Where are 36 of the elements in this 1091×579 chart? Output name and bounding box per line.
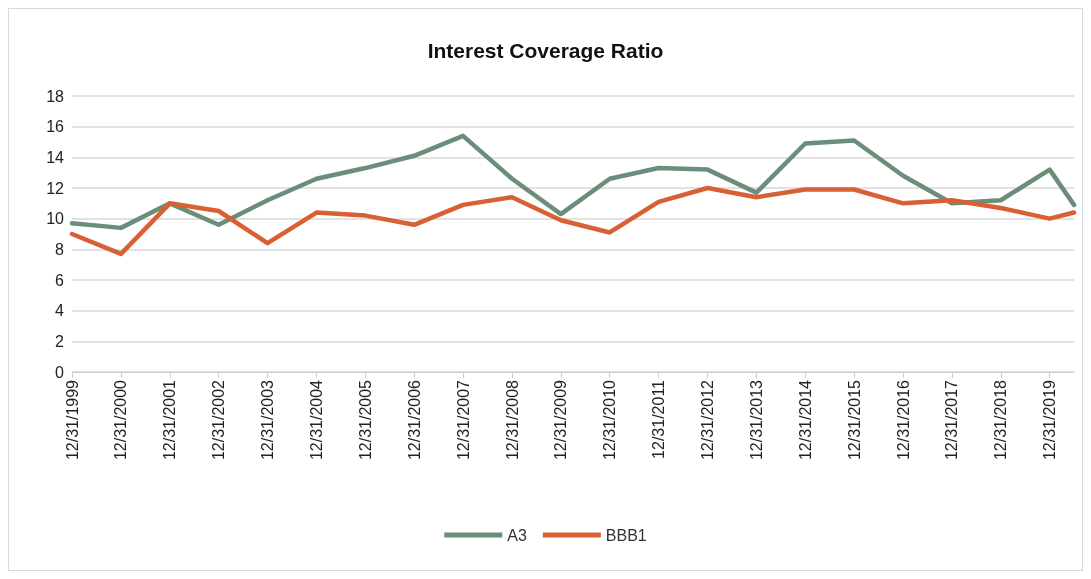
chart-title: Interest Coverage Ratio bbox=[427, 39, 664, 62]
y-tick-label: 8 bbox=[55, 240, 65, 258]
x-tick-label: 12/31/2016 bbox=[894, 379, 912, 461]
x-tick-label: 12/31/2001 bbox=[161, 379, 179, 461]
x-tick-label: 12/31/2002 bbox=[210, 379, 228, 461]
x-tick-label: 12/31/2000 bbox=[112, 379, 130, 461]
x-tick-label: 12/31/2003 bbox=[259, 379, 277, 461]
line-series bbox=[69, 133, 1077, 231]
x-tick-label: 12/31/2011 bbox=[650, 379, 668, 459]
x-tick-label: 12/31/2017 bbox=[943, 379, 961, 461]
x-tick-label: 12/31/2014 bbox=[796, 379, 814, 461]
y-tick-label: 10 bbox=[46, 210, 65, 228]
x-tick-label: 12/31/2004 bbox=[308, 379, 326, 461]
x-tick-label: 12/31/2008 bbox=[503, 379, 521, 461]
x-tick-label: 12/31/2005 bbox=[356, 379, 374, 461]
x-tick-label: 12/31/2012 bbox=[699, 379, 717, 461]
y-tick-label: 16 bbox=[46, 118, 65, 136]
x-tick-label: 12/31/2009 bbox=[552, 379, 570, 461]
legend-label: BBB1 bbox=[605, 526, 647, 544]
y-tick-label: 18 bbox=[46, 87, 65, 105]
x-tick-label: 12/31/1999 bbox=[63, 379, 81, 461]
line-series bbox=[69, 185, 1077, 257]
x-tick-label: 12/31/2010 bbox=[601, 379, 619, 461]
y-tick-label: 14 bbox=[46, 148, 65, 166]
x-tick-label: 12/31/2019 bbox=[1041, 379, 1059, 461]
x-tick-label: 12/31/2015 bbox=[845, 379, 863, 461]
x-tick-label: 12/31/2007 bbox=[454, 379, 472, 461]
x-tick-label: 12/31/2013 bbox=[747, 379, 765, 461]
y-tick-label: 2 bbox=[55, 332, 65, 350]
y-tick-label: 6 bbox=[55, 271, 65, 289]
y-tick-label: 12 bbox=[46, 179, 65, 197]
legend-label: A3 bbox=[507, 526, 527, 544]
y-tick-label: 4 bbox=[55, 302, 65, 320]
y-tick-label: 0 bbox=[55, 363, 65, 381]
x-tick-label: 12/31/2006 bbox=[405, 379, 423, 461]
x-tick-label: 12/31/2018 bbox=[992, 379, 1010, 461]
